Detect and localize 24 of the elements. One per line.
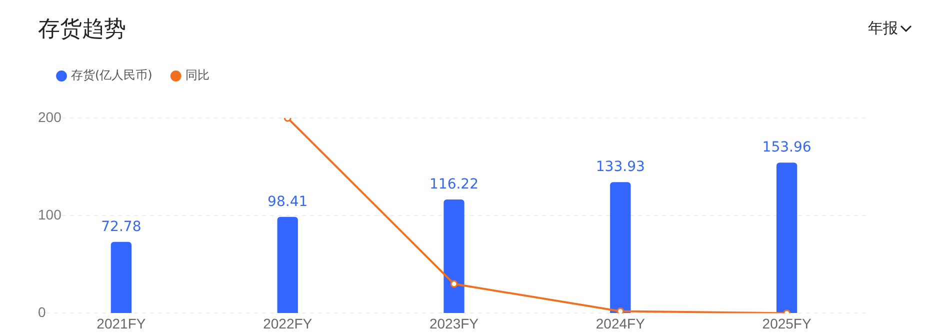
data-label: 98.41 xyxy=(268,194,308,210)
x-tick-label: 2025FY xyxy=(762,315,812,332)
text: 年报 xyxy=(868,19,898,38)
y-tick-label: 200 xyxy=(38,108,62,125)
x-tick-label: 2023FY xyxy=(429,315,480,332)
legend-label: 存货(亿人民币) xyxy=(71,68,152,82)
y-tick-label: 0 xyxy=(38,304,46,320)
bar xyxy=(444,199,464,314)
data-label: 72.78 xyxy=(101,218,142,235)
legend-label: 同比 xyxy=(185,68,210,82)
point xyxy=(450,280,458,288)
bar xyxy=(776,162,798,314)
data-label: 133.93 xyxy=(596,159,645,176)
bar xyxy=(610,182,631,314)
point xyxy=(616,308,624,314)
y-tick-label: 100 xyxy=(38,206,62,222)
x-tick-label: 2021FY xyxy=(96,315,146,332)
bar xyxy=(110,242,132,314)
x-tick-label: 2024FY xyxy=(596,315,646,332)
data-label: 116.22 xyxy=(430,176,478,192)
bar xyxy=(277,216,298,314)
chart-title: 存货趋势 xyxy=(38,16,126,44)
x-tick-label: 2022FY xyxy=(263,315,313,332)
data-label: 153.96 xyxy=(762,140,812,156)
